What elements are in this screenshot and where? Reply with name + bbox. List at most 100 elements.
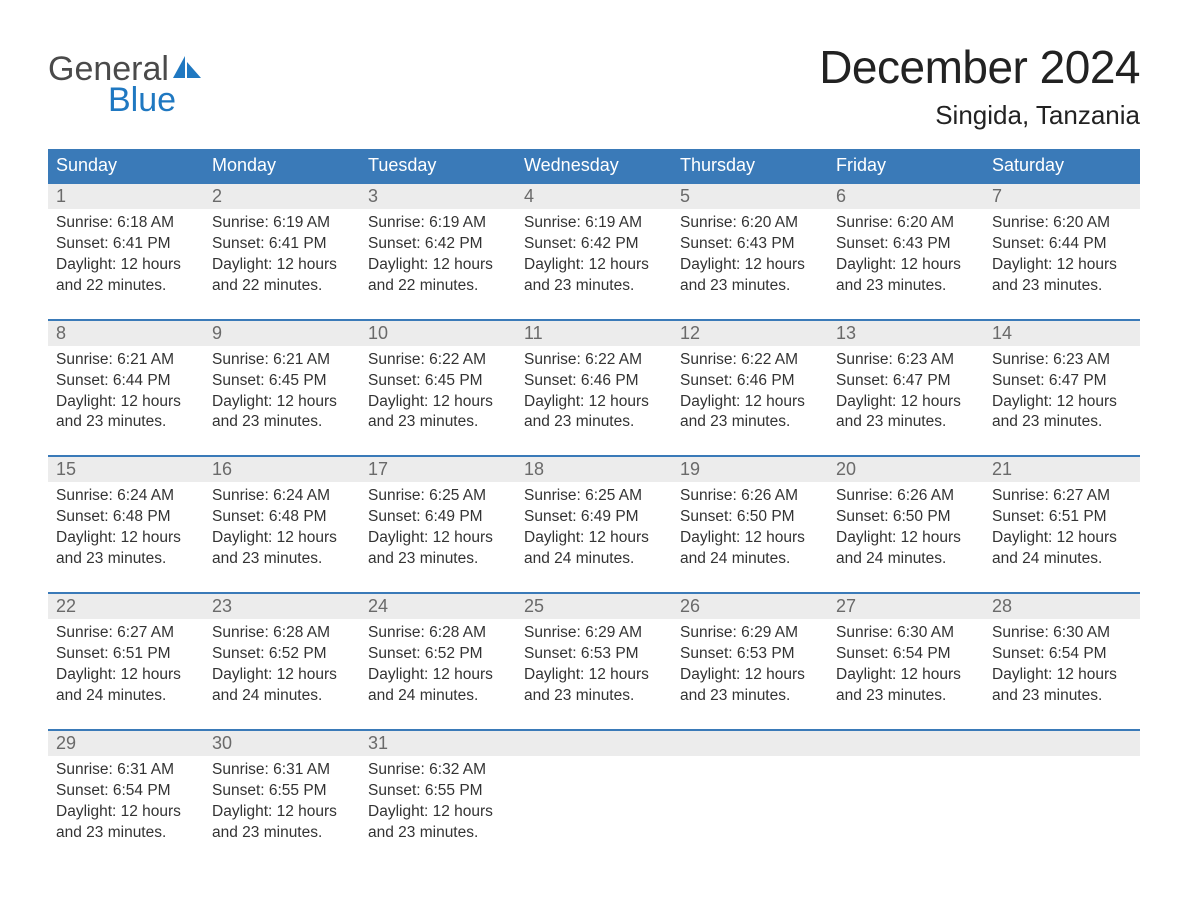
day-cell: 4Sunrise: 6:19 AMSunset: 6:42 PMDaylight… [516,184,672,311]
day-header: Sunday [48,149,204,182]
day-sunrise: Sunrise: 6:28 AM [212,623,352,644]
day-sunrise: Sunrise: 6:22 AM [680,350,820,371]
calendar: SundayMondayTuesdayWednesdayThursdayFrid… [48,149,1140,857]
day-number: 1 [48,184,204,209]
day-d1: Daylight: 12 hours [56,665,196,686]
location-label: Singida, Tanzania [819,100,1140,131]
day-d2: and 23 minutes. [56,549,196,570]
page-title: December 2024 [819,40,1140,94]
day-d2: and 23 minutes. [212,823,352,844]
day-sunrise: Sunrise: 6:29 AM [680,623,820,644]
day-d2: and 24 minutes. [56,686,196,707]
day-d1: Daylight: 12 hours [212,392,352,413]
day-cell: 31Sunrise: 6:32 AMSunset: 6:55 PMDayligh… [360,731,516,858]
day-sunrise: Sunrise: 6:21 AM [56,350,196,371]
day-number: 4 [516,184,672,209]
day-d1: Daylight: 12 hours [56,528,196,549]
day-body: Sunrise: 6:21 AMSunset: 6:44 PMDaylight:… [48,346,204,448]
day-d2: and 24 minutes. [836,549,976,570]
day-d2: and 22 minutes. [212,276,352,297]
day-sunset: Sunset: 6:47 PM [836,371,976,392]
day-d1: Daylight: 12 hours [368,255,508,276]
day-sunrise: Sunrise: 6:30 AM [836,623,976,644]
day-d1: Daylight: 12 hours [680,392,820,413]
day-sunset: Sunset: 6:52 PM [368,644,508,665]
day-sunrise: Sunrise: 6:20 AM [992,213,1132,234]
day-cell: 8Sunrise: 6:21 AMSunset: 6:44 PMDaylight… [48,321,204,448]
day-number-empty [516,731,672,756]
day-body: Sunrise: 6:29 AMSunset: 6:53 PMDaylight:… [672,619,828,721]
day-number: 21 [984,457,1140,482]
day-cell: 17Sunrise: 6:25 AMSunset: 6:49 PMDayligh… [360,457,516,584]
day-cell: 24Sunrise: 6:28 AMSunset: 6:52 PMDayligh… [360,594,516,721]
day-sunset: Sunset: 6:42 PM [524,234,664,255]
day-d1: Daylight: 12 hours [56,255,196,276]
day-number: 8 [48,321,204,346]
day-cell: 26Sunrise: 6:29 AMSunset: 6:53 PMDayligh… [672,594,828,721]
day-body: Sunrise: 6:23 AMSunset: 6:47 PMDaylight:… [984,346,1140,448]
day-d1: Daylight: 12 hours [836,255,976,276]
day-number: 31 [360,731,516,756]
day-header: Wednesday [516,149,672,182]
day-sunrise: Sunrise: 6:19 AM [524,213,664,234]
day-d1: Daylight: 12 hours [680,665,820,686]
day-cell [672,731,828,858]
day-d1: Daylight: 12 hours [992,392,1132,413]
sail-icon [173,50,203,89]
day-number: 5 [672,184,828,209]
day-number: 17 [360,457,516,482]
day-number: 29 [48,731,204,756]
day-cell: 13Sunrise: 6:23 AMSunset: 6:47 PMDayligh… [828,321,984,448]
day-number: 7 [984,184,1140,209]
day-sunrise: Sunrise: 6:25 AM [524,486,664,507]
day-cell: 15Sunrise: 6:24 AMSunset: 6:48 PMDayligh… [48,457,204,584]
day-d1: Daylight: 12 hours [368,392,508,413]
day-sunrise: Sunrise: 6:25 AM [368,486,508,507]
day-d1: Daylight: 12 hours [992,528,1132,549]
day-sunset: Sunset: 6:49 PM [524,507,664,528]
day-number: 19 [672,457,828,482]
day-body: Sunrise: 6:18 AMSunset: 6:41 PMDaylight:… [48,209,204,311]
day-d2: and 23 minutes. [524,412,664,433]
day-sunset: Sunset: 6:54 PM [992,644,1132,665]
day-sunrise: Sunrise: 6:20 AM [680,213,820,234]
day-number: 22 [48,594,204,619]
day-number: 27 [828,594,984,619]
day-cell: 18Sunrise: 6:25 AMSunset: 6:49 PMDayligh… [516,457,672,584]
day-number: 10 [360,321,516,346]
day-cell: 3Sunrise: 6:19 AMSunset: 6:42 PMDaylight… [360,184,516,311]
day-cell: 5Sunrise: 6:20 AMSunset: 6:43 PMDaylight… [672,184,828,311]
day-d2: and 23 minutes. [524,686,664,707]
day-cell: 28Sunrise: 6:30 AMSunset: 6:54 PMDayligh… [984,594,1140,721]
day-d1: Daylight: 12 hours [56,392,196,413]
day-sunset: Sunset: 6:41 PM [212,234,352,255]
day-body: Sunrise: 6:25 AMSunset: 6:49 PMDaylight:… [516,482,672,584]
day-sunrise: Sunrise: 6:31 AM [212,760,352,781]
day-body: Sunrise: 6:31 AMSunset: 6:54 PMDaylight:… [48,756,204,858]
day-body: Sunrise: 6:28 AMSunset: 6:52 PMDaylight:… [360,619,516,721]
day-headers-row: SundayMondayTuesdayWednesdayThursdayFrid… [48,149,1140,182]
day-cell: 12Sunrise: 6:22 AMSunset: 6:46 PMDayligh… [672,321,828,448]
day-d1: Daylight: 12 hours [524,665,664,686]
day-body: Sunrise: 6:22 AMSunset: 6:46 PMDaylight:… [516,346,672,448]
day-d1: Daylight: 12 hours [680,528,820,549]
day-sunrise: Sunrise: 6:18 AM [56,213,196,234]
day-sunset: Sunset: 6:47 PM [992,371,1132,392]
week-row: 1Sunrise: 6:18 AMSunset: 6:41 PMDaylight… [48,182,1140,311]
day-sunrise: Sunrise: 6:21 AM [212,350,352,371]
day-sunrise: Sunrise: 6:26 AM [680,486,820,507]
day-d2: and 24 minutes. [992,549,1132,570]
day-sunrise: Sunrise: 6:26 AM [836,486,976,507]
day-d2: and 23 minutes. [212,412,352,433]
day-number: 11 [516,321,672,346]
day-sunrise: Sunrise: 6:23 AM [992,350,1132,371]
day-body: Sunrise: 6:19 AMSunset: 6:41 PMDaylight:… [204,209,360,311]
day-number: 13 [828,321,984,346]
header: General Blue December 2024 Singida, Tanz… [48,40,1140,131]
day-sunset: Sunset: 6:46 PM [524,371,664,392]
day-sunset: Sunset: 6:43 PM [836,234,976,255]
day-d1: Daylight: 12 hours [836,528,976,549]
day-d2: and 24 minutes. [212,686,352,707]
day-body: Sunrise: 6:29 AMSunset: 6:53 PMDaylight:… [516,619,672,721]
day-cell: 29Sunrise: 6:31 AMSunset: 6:54 PMDayligh… [48,731,204,858]
